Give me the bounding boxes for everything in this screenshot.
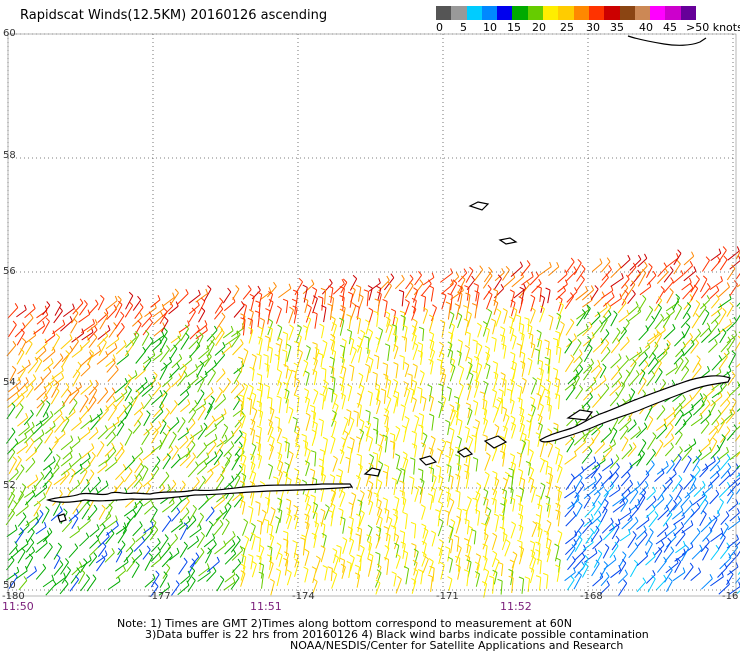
- lat-label: 58: [3, 150, 16, 161]
- lon-label: -171: [436, 591, 459, 602]
- wind-barbs-layer: [6, 241, 740, 597]
- coastline-segment: [628, 36, 706, 45]
- lat-label: 54: [3, 377, 16, 388]
- lon-label: -174: [292, 591, 315, 602]
- coastline-segment: [365, 468, 380, 476]
- lat-label: 56: [3, 266, 16, 277]
- lat-label: 52: [3, 480, 16, 491]
- coastline-segment: [470, 202, 488, 210]
- footnote-credit: NOAA/NESDIS/Center for Satellite Applica…: [290, 639, 623, 652]
- lon-label: -177: [148, 591, 171, 602]
- time-label: 11:51: [250, 600, 282, 613]
- lat-label: 50: [3, 580, 16, 591]
- lon-label: -168: [580, 591, 603, 602]
- lon-label: -16: [722, 591, 738, 602]
- time-label: 11:50: [2, 600, 34, 613]
- time-label: 11:52: [500, 600, 532, 613]
- coastline-segment: [58, 514, 66, 522]
- lat-label: 60: [3, 28, 16, 39]
- coastline-segment: [568, 410, 592, 420]
- coastline-segment: [500, 238, 516, 244]
- coastline-segment: [540, 376, 730, 442]
